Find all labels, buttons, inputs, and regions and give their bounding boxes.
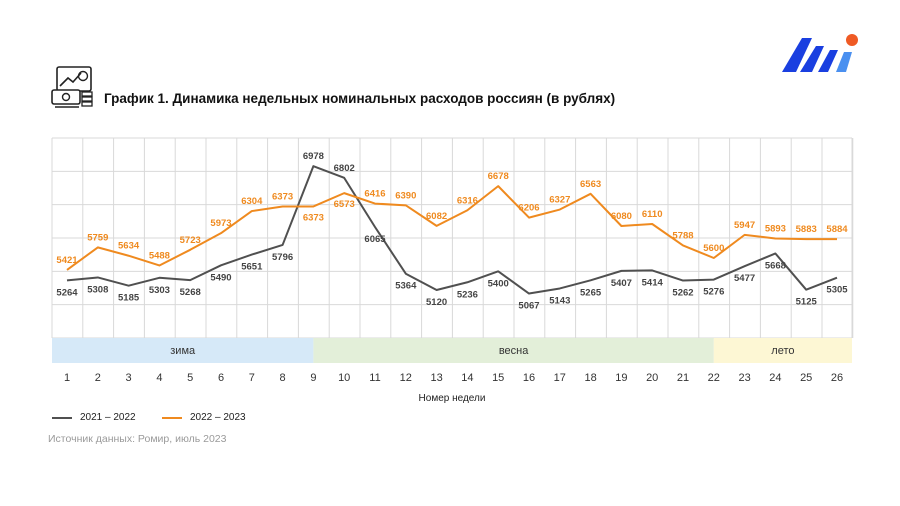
data-label-series-2: 5723: [180, 235, 201, 246]
x-tick-label: 5: [187, 372, 193, 384]
chart-title: График 1. Динамика недельных номинальных…: [104, 91, 616, 106]
data-label-series-2: 6080: [611, 211, 632, 222]
finance-chart-icon: [51, 66, 93, 108]
data-label-series-1: 5185: [118, 293, 140, 304]
data-label-series-2: 6110: [642, 209, 663, 220]
x-tick-label: 4: [156, 372, 162, 384]
x-tick-label: 16: [523, 372, 535, 384]
data-label-series-2: 5884: [826, 224, 848, 235]
data-label-series-2: 5634: [118, 241, 140, 252]
legend-item-series-2: 2022 – 2023: [162, 412, 246, 423]
data-label-series-2: 6373: [272, 191, 293, 202]
data-label-series-1: 5067: [518, 301, 539, 312]
data-label-series-1: 5490: [210, 272, 231, 283]
source-note: Источник данных: Ромир, июль 2023: [48, 433, 227, 445]
data-label-series-1: 5264: [56, 287, 78, 298]
x-axis-title: Номер недели: [419, 393, 486, 404]
data-label-series-1: 5276: [703, 287, 724, 298]
x-tick-label: 8: [280, 372, 286, 384]
data-label-series-1: 5407: [611, 278, 632, 289]
season-band: [313, 338, 714, 363]
x-tick-label: 24: [769, 372, 781, 384]
x-tick-label: 13: [430, 372, 442, 384]
data-label-series-1: 5125: [796, 297, 818, 308]
data-label-series-2: 5759: [87, 232, 108, 243]
data-label-series-1: 5262: [672, 288, 693, 299]
data-label-series-1: 6802: [334, 163, 355, 174]
data-label-series-1: 6978: [303, 151, 324, 162]
x-tick-label: 25: [800, 372, 812, 384]
data-label-series-2: 5947: [734, 220, 755, 231]
season-label: зима: [170, 345, 196, 357]
data-label-series-1: 6065: [364, 234, 386, 245]
data-label-series-1: 5120: [426, 297, 447, 308]
x-tick-label: 19: [615, 372, 627, 384]
data-label-series-2: 6573: [334, 199, 355, 210]
x-tick-label: 21: [677, 372, 689, 384]
season-band: [52, 338, 314, 363]
data-label-series-1: 5268: [180, 287, 201, 298]
x-tick-label: 14: [461, 372, 473, 384]
data-label-series-2: 5883: [796, 224, 817, 235]
x-tick-label: 26: [831, 372, 843, 384]
data-label-series-2: 6373: [303, 212, 324, 223]
season-label: весна: [499, 345, 529, 357]
x-tick-label: 2: [95, 372, 101, 384]
data-label-series-1: 5303: [149, 285, 170, 296]
x-tick-label: 17: [554, 372, 566, 384]
data-label-series-1: 5400: [488, 278, 509, 289]
data-label-series-1: 5796: [272, 252, 293, 263]
data-label-series-2: 5488: [149, 250, 170, 261]
data-label-series-2: 6082: [426, 211, 447, 222]
data-label-series-2: 6416: [364, 189, 385, 200]
data-label-series-2: 6390: [395, 190, 416, 201]
data-label-series-2: 5600: [703, 243, 724, 254]
data-label-series-2: 6206: [518, 203, 539, 214]
data-label-series-2: 6327: [549, 195, 570, 206]
data-label-series-2: 6316: [457, 195, 478, 206]
x-tick-label: 12: [400, 372, 412, 384]
series-line-1: [66, 165, 838, 295]
data-label-series-2: 5893: [765, 223, 786, 234]
data-label-series-1: 5668: [765, 260, 786, 271]
legend-swatch-series-1: [52, 416, 72, 419]
data-label-series-2: 5421: [56, 255, 78, 266]
legend-label-series-2: 2022 – 2023: [190, 412, 246, 423]
legend-label-series-1: 2021 – 2022: [80, 412, 136, 423]
data-label-series-2: 6304: [241, 196, 263, 207]
data-label-series-1: 5651: [241, 262, 263, 273]
x-tick-label: 18: [584, 372, 596, 384]
brand-logo: [782, 34, 858, 72]
x-tick-label: 20: [646, 372, 658, 384]
x-tick-label: 15: [492, 372, 504, 384]
data-label-series-1: 5414: [642, 277, 664, 288]
x-tick-label: 11: [369, 372, 380, 384]
data-label-series-1: 5236: [457, 289, 478, 300]
data-label-series-2: 6678: [488, 171, 509, 182]
data-label-series-1: 5364: [395, 281, 417, 292]
x-tick-label: 3: [126, 372, 132, 384]
x-tick-label: 1: [64, 372, 70, 384]
data-label-series-1: 5308: [87, 284, 108, 295]
x-tick-label: 23: [738, 372, 750, 384]
season-band: [713, 338, 852, 363]
data-label-series-1: 5477: [734, 273, 755, 284]
data-label-series-2: 5788: [672, 230, 693, 241]
x-tick-label: 6: [218, 372, 224, 384]
data-label-series-2: 5973: [210, 218, 231, 229]
x-tick-label: 7: [249, 372, 255, 384]
x-tick-label: 10: [338, 372, 350, 384]
data-label-series-2: 6563: [580, 179, 601, 190]
legend-swatch-series-2: [162, 416, 182, 419]
x-tick-label: 22: [708, 372, 720, 384]
season-label: лето: [771, 345, 794, 357]
series-line-2: [66, 185, 838, 271]
x-tick-label: 9: [310, 372, 316, 384]
data-label-series-1: 5305: [826, 285, 848, 296]
data-label-series-1: 5143: [549, 295, 570, 306]
data-label-series-1: 5265: [580, 287, 602, 298]
legend-item-series-1: 2021 – 2022: [52, 412, 136, 423]
